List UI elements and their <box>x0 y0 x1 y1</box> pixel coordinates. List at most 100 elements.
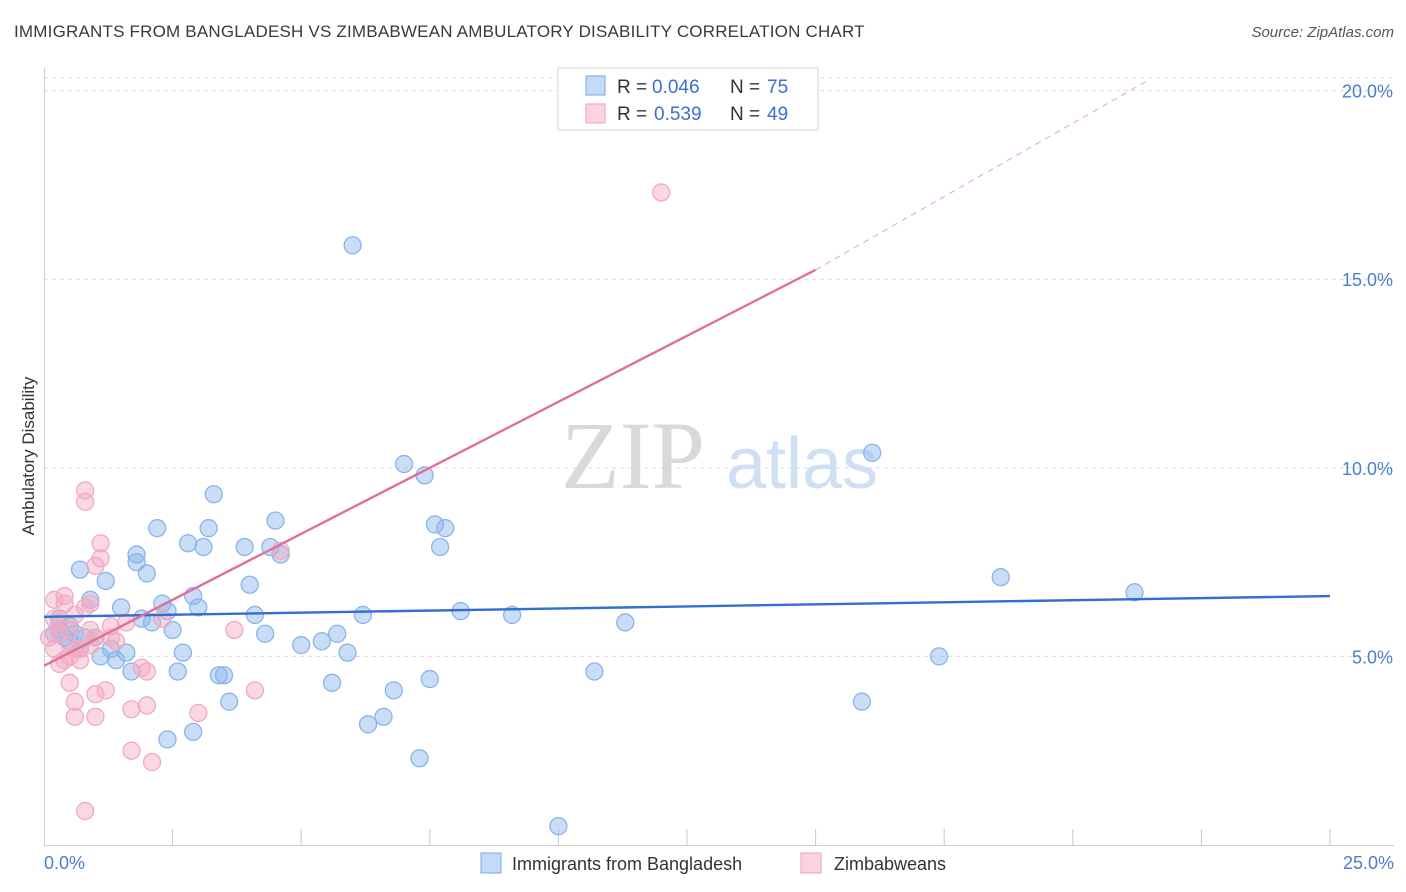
bangladesh-point <box>312 632 331 651</box>
zimbabwe-point <box>45 590 64 609</box>
bangladesh-point <box>235 537 254 557</box>
bangladesh-point <box>616 613 635 632</box>
zimbabwe-point <box>55 586 74 606</box>
zimbabwe-point <box>245 681 265 700</box>
bangladesh-point <box>266 511 285 530</box>
y-tick-label-15: 15.0% <box>1342 270 1393 290</box>
bangladesh-point <box>168 662 187 681</box>
zimbabwe-point <box>106 632 126 651</box>
bangladesh-point <box>122 662 141 681</box>
legend-n-label-1: N = <box>730 77 760 98</box>
bangladesh-point <box>137 564 157 583</box>
zimbabwe-point <box>153 609 172 628</box>
bangladesh-trend-line <box>43 594 1331 619</box>
bangladesh-point <box>430 537 450 557</box>
bangladesh-point <box>184 722 203 741</box>
bangladesh-point <box>256 624 275 643</box>
zimbabwe-point <box>76 492 95 511</box>
bangladesh-point <box>328 624 347 643</box>
zimbabwe-point <box>86 707 105 726</box>
bangladesh-point <box>173 643 193 662</box>
bangladesh-point <box>929 647 949 666</box>
bangladesh-point <box>163 620 182 640</box>
zimbabwe-point <box>142 752 162 772</box>
y-tick-label-10: 10.0% <box>1342 459 1393 479</box>
bottom-legend-swatch-bangladesh <box>480 852 502 874</box>
watermark-atlas: atlas <box>726 424 878 504</box>
zimbabwe-point <box>86 684 105 704</box>
zimbabwe-point <box>60 620 79 640</box>
bangladesh-point <box>189 598 208 617</box>
zimbabwe-point <box>70 651 90 670</box>
bangladesh-point <box>322 673 342 692</box>
bangladesh-point <box>852 692 872 711</box>
zimbabwe-point <box>81 620 100 640</box>
bangladesh-point <box>991 568 1010 587</box>
legend-n-label-2: N = <box>730 104 760 125</box>
bangladesh-point <box>214 666 234 685</box>
legend-r-label-1: R = <box>617 77 647 98</box>
series-legend: Immigrants from Bangladesh Zimbabweans <box>480 852 946 874</box>
bangladesh-point <box>292 635 311 655</box>
zimbabwe-point <box>39 628 59 647</box>
bangladesh-point <box>204 485 223 504</box>
legend-swatch-bangladesh <box>585 75 606 96</box>
bottom-legend-bangladesh: Immigrants from Bangladesh <box>512 854 742 874</box>
watermark-zip: ZIP <box>561 402 705 509</box>
bangladesh-point <box>178 534 198 553</box>
bangladesh-point <box>410 749 429 768</box>
bangladesh-point <box>374 707 393 726</box>
legend-r-label-2: R = <box>617 104 647 125</box>
legend-n-value-2: 49 <box>767 104 788 125</box>
bangladesh-point <box>245 605 265 625</box>
zimbabwe-point <box>76 598 95 617</box>
bangladesh-point <box>549 816 568 836</box>
gridlines <box>44 77 1394 657</box>
zimbabwe-point <box>122 741 141 760</box>
zimbabwe-point <box>50 624 69 643</box>
zimbabwe-point <box>189 703 208 723</box>
bangladesh-point <box>863 443 882 462</box>
bangladesh-point <box>127 545 146 564</box>
chart-source: Source: ZipAtlas.com <box>1251 24 1394 41</box>
bangladesh-point <box>353 605 373 625</box>
zimbabwe-point <box>86 556 105 576</box>
bangladesh-point <box>420 669 439 689</box>
zimbabwe-point <box>45 609 64 628</box>
zimbabwe-point <box>137 662 157 681</box>
bangladesh-point <box>199 519 218 538</box>
x-tick-label-25: 25.0% <box>1343 853 1394 873</box>
zimbabwe-point <box>55 594 74 613</box>
y-tick-label-20: 20.0% <box>1342 82 1393 102</box>
x-tick-label-0: 0.0% <box>44 853 85 873</box>
bangladesh-point <box>158 730 177 749</box>
zimbabwe-point <box>60 673 79 692</box>
legend-n-value-1: 75 <box>767 77 788 98</box>
bangladesh-point <box>585 662 604 681</box>
bangladesh-point <box>106 651 126 670</box>
zimbabwe-trend-extension <box>815 78 1151 271</box>
bangladesh-point <box>343 236 362 255</box>
y-tick-labels: 5.0% 10.0% 15.0% 20.0% <box>1342 82 1393 668</box>
legend-r-value-2: 0.539 <box>654 104 702 125</box>
bangladesh-point <box>70 560 90 579</box>
bangladesh-point <box>1125 583 1144 602</box>
y-tick-label-5: 5.0% <box>1352 647 1393 667</box>
bangladesh-point <box>209 666 229 685</box>
bangladesh-point <box>338 643 357 662</box>
bangladesh-point <box>502 605 522 625</box>
legend-r-value-1: 0.046 <box>652 77 700 98</box>
zimbabwe-point <box>91 534 110 553</box>
data-points <box>39 183 1144 836</box>
zimbabwe-point <box>122 700 141 719</box>
bangladesh-point <box>148 519 167 538</box>
correlation-legend: R = 0.046 N = 75 R = 0.539 N = 49 <box>557 67 819 131</box>
bangladesh-point <box>127 552 146 572</box>
chart-title: IMMIGRANTS FROM BANGLADESH VS ZIMBABWEAN… <box>14 22 865 41</box>
bangladesh-point <box>240 575 259 594</box>
zimbabwe-point <box>652 183 671 202</box>
zimbabwe-point <box>225 620 244 640</box>
bangladesh-point <box>436 519 455 538</box>
zimbabwe-point <box>96 681 115 700</box>
